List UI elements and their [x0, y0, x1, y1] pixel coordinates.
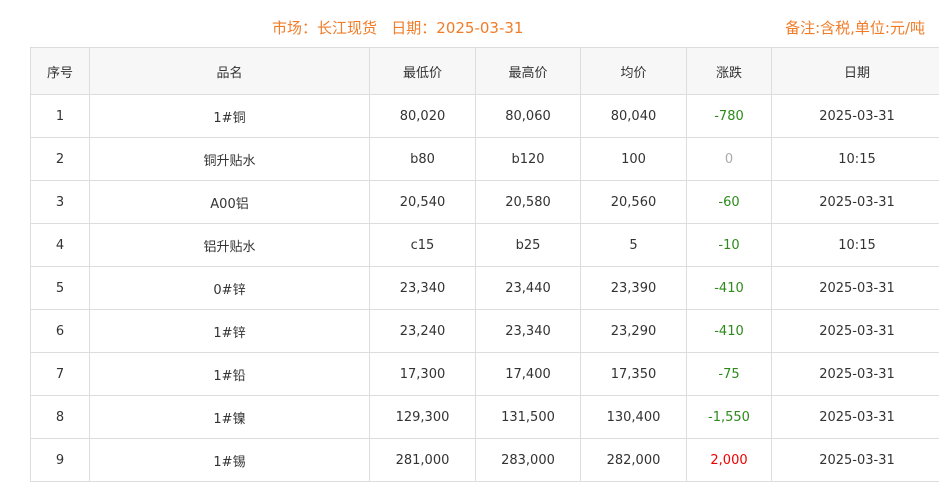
table-cell: 281,000 — [369, 438, 476, 482]
table-cell: 1#铅 — [89, 352, 370, 396]
table-cell: 23,290 — [580, 309, 687, 353]
table-cell: b25 — [475, 223, 581, 267]
column-header: 序号 — [30, 47, 90, 95]
change-cell: -75 — [686, 352, 772, 396]
table-header-row: 序号 品名 最低价 最高价 均价 涨跌 日期 — [30, 47, 939, 95]
table-cell: 10:15 — [771, 223, 939, 267]
table-row: 3 A00铝 20,540 20,580 20,560 -60 2025-03-31 — [30, 180, 939, 224]
header: 市场：长江现货 日期：2025-03-31 备注:含税,单位:元/吨 — [0, 17, 939, 39]
table-cell: 23,340 — [475, 309, 581, 353]
table-cell: 2025-03-31 — [771, 309, 939, 353]
table-cell: 4 — [30, 223, 90, 267]
table-row: 4 铝升贴水 c15 b25 5 -10 10:15 — [30, 223, 939, 267]
change-cell: 0 — [686, 137, 772, 181]
table-row: 9 1#锡 281,000 283,000 282,000 2,000 2025-03-31 — [30, 438, 939, 482]
change-cell: -60 — [686, 180, 772, 224]
table-cell: 2 — [30, 137, 90, 181]
column-header: 最高价 — [475, 47, 581, 95]
change-cell: -410 — [686, 266, 772, 310]
table-row: 8 1#镍 129,300 131,500 130,400 -1,550 2025-03-3… — [30, 395, 939, 439]
table-cell: 2025-03-31 — [771, 180, 939, 224]
column-header: 均价 — [580, 47, 687, 95]
column-header: 品名 — [89, 47, 370, 95]
change-cell: -780 — [686, 94, 772, 138]
table-row: 7 1#铅 17,300 17,400 17,350 -75 2025-03-31 — [30, 352, 939, 396]
table-cell: 20,560 — [580, 180, 687, 224]
table-cell: 129,300 — [369, 395, 476, 439]
table-cell: 20,540 — [369, 180, 476, 224]
table-cell: 1#铜 — [89, 94, 370, 138]
table-cell: 17,350 — [580, 352, 687, 396]
unit-note: 备注:含税,单位:元/吨 — [785, 19, 925, 37]
change-cell: -410 — [686, 309, 772, 353]
column-header: 日期 — [771, 47, 939, 95]
table-cell: 2025-03-31 — [771, 395, 939, 439]
table-cell: 20,580 — [475, 180, 581, 224]
market-title: 市场：长江现货 日期：2025-03-31 — [272, 19, 524, 37]
table-cell: 80,020 — [369, 94, 476, 138]
table-cell: 282,000 — [580, 438, 687, 482]
table-cell: 9 — [30, 438, 90, 482]
table-cell: 80,040 — [580, 94, 687, 138]
table-cell: b80 — [369, 137, 476, 181]
table-cell: 铝升贴水 — [89, 223, 370, 267]
table-cell: c15 — [369, 223, 476, 267]
change-cell: -1,550 — [686, 395, 772, 439]
column-header: 涨跌 — [686, 47, 772, 95]
table-cell: 2025-03-31 — [771, 438, 939, 482]
table-cell: 1#镍 — [89, 395, 370, 439]
table-cell: 283,000 — [475, 438, 581, 482]
table-cell: 1#锡 — [89, 438, 370, 482]
table-cell: 130,400 — [580, 395, 687, 439]
table-cell: 10:15 — [771, 137, 939, 181]
table-cell: 1#锌 — [89, 309, 370, 353]
table-cell: 100 — [580, 137, 687, 181]
table-row: 1 1#铜 80,020 80,060 80,040 -780 2025-03-31 — [30, 94, 939, 138]
table-row: 2 铜升贴水 b80 b120 100 0 10:15 — [30, 137, 939, 181]
table-cell: 2025-03-31 — [771, 266, 939, 310]
column-header: 最低价 — [369, 47, 476, 95]
table-cell: 80,060 — [475, 94, 581, 138]
table-cell: A00铝 — [89, 180, 370, 224]
table-cell: 5 — [580, 223, 687, 267]
table-cell: 17,400 — [475, 352, 581, 396]
table-cell: 3 — [30, 180, 90, 224]
table-row: 5 0#锌 23,340 23,440 23,390 -410 2025-03-31 — [30, 266, 939, 310]
table-cell: 23,440 — [475, 266, 581, 310]
table-cell: 131,500 — [475, 395, 581, 439]
table-row: 6 1#锌 23,240 23,340 23,290 -410 2025-03-31 — [30, 309, 939, 353]
table-cell: 23,240 — [369, 309, 476, 353]
table-cell: 2025-03-31 — [771, 94, 939, 138]
table-cell: 2025-03-31 — [771, 352, 939, 396]
table-cell: 17,300 — [369, 352, 476, 396]
table-cell: 5 — [30, 266, 90, 310]
price-table: 序号 品名 最低价 最高价 均价 涨跌 日期 1 1#铜 80,020 80,060 80,040-… — [30, 47, 939, 482]
change-cell: 2,000 — [686, 438, 772, 482]
table-cell: b120 — [475, 137, 581, 181]
table-cell: 8 — [30, 395, 90, 439]
table-cell: 0#锌 — [89, 266, 370, 310]
change-cell: -10 — [686, 223, 772, 267]
table-cell: 1 — [30, 94, 90, 138]
table-cell: 23,390 — [580, 266, 687, 310]
table-cell: 7 — [30, 352, 90, 396]
table-cell: 铜升贴水 — [89, 137, 370, 181]
table-cell: 6 — [30, 309, 90, 353]
table-cell: 23,340 — [369, 266, 476, 310]
